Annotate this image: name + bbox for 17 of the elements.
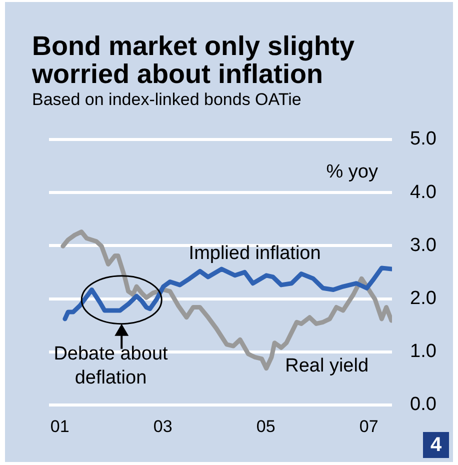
annotation: Debate about deflation xyxy=(54,344,169,389)
x-tick-label: 05 xyxy=(256,416,276,436)
chart-subtitle: Based on index-linked bonds OATie xyxy=(32,90,302,110)
y-axis-title: % yoy xyxy=(326,162,378,183)
y-tick-label: 0.0 xyxy=(410,394,436,416)
x-tick-label: 01 xyxy=(50,416,70,436)
y-tick-label: 2.0 xyxy=(410,288,436,309)
series-label: Implied inflation xyxy=(188,242,321,264)
y-tick-label: 3.0 xyxy=(410,234,436,256)
y-tick-label: 5.0 xyxy=(410,128,436,150)
y-tick-label: 4.0 xyxy=(410,182,436,203)
y-tick-label: 1.0 xyxy=(410,341,436,362)
series-label: Real yield xyxy=(285,356,369,377)
x-tick-label: 03 xyxy=(153,416,172,436)
text: 4 xyxy=(423,432,449,458)
x-tick-label: 07 xyxy=(359,416,378,436)
chart-title: Bond market only slighty worried about inflation xyxy=(32,31,356,89)
